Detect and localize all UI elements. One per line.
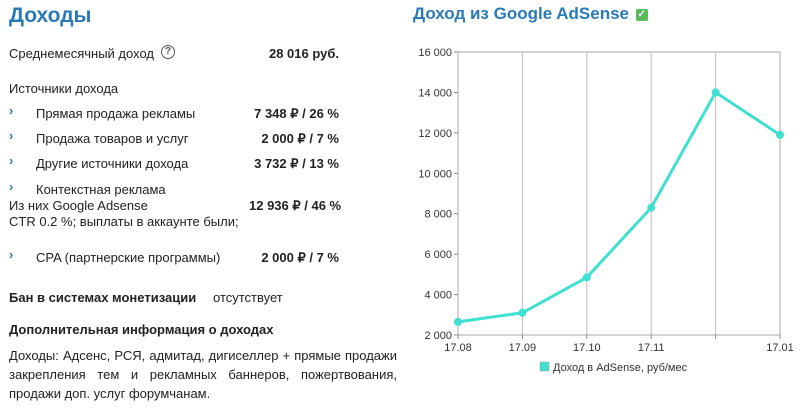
- chevron-right-icon: ›: [9, 103, 14, 118]
- source-label: Продажа товаров и услуг: [36, 131, 189, 146]
- data-point: [454, 317, 462, 326]
- data-point: [647, 203, 656, 212]
- source-value: 7 348 ₽ / 26 %: [254, 106, 339, 121]
- data-point: [711, 88, 720, 97]
- source-value: 2 000 ₽ / 7 %: [261, 250, 339, 265]
- data-point: [776, 130, 784, 139]
- y-tick-label: 4 000: [424, 290, 452, 302]
- data-point: [582, 273, 591, 282]
- y-tick-label: 14 000: [418, 87, 452, 99]
- x-tick-label: 17.10: [573, 342, 601, 354]
- chevron-right-icon: ›: [9, 179, 14, 194]
- question-circle-icon[interactable]: ?: [161, 45, 175, 59]
- y-tick-label: 2 000: [424, 330, 452, 342]
- extra-info-text: Доходы: Адсенс, РСЯ, адмитад, дигиселлер…: [9, 348, 397, 401]
- y-tick-label: 6 000: [424, 249, 452, 261]
- source-label: Контекстная реклама: [36, 182, 166, 197]
- ctr-line: CTR 0.2 %; выплаты в аккаунте были;: [9, 214, 239, 229]
- income-title: Доходы: [9, 4, 92, 27]
- data-point: [518, 308, 527, 317]
- source-label: Прямая продажа рекламы: [36, 106, 196, 121]
- x-tick-label: 17.11: [638, 342, 665, 354]
- ban-label: Бан в системах монетизации: [9, 290, 197, 305]
- x-tick-label: 17.01: [766, 342, 794, 354]
- income-panel: Доходы Среднемесячный доход ? 28 016 руб…: [9, 4, 397, 401]
- source-label: Другие источники дохода: [36, 156, 189, 171]
- series-line: [457, 90, 781, 324]
- check-square-icon: ✓: [635, 8, 648, 21]
- ban-value: отсутствует: [213, 290, 283, 305]
- sources-title: Источники дохода: [9, 81, 119, 96]
- extra-info-title: Дополнительная информация о доходах: [9, 322, 274, 337]
- adsense-line: Из них Google Adsense: [9, 198, 148, 213]
- chevron-right-icon: ›: [9, 128, 14, 143]
- y-tick-label: 10 000: [418, 168, 452, 180]
- adsense-panel: Доход из Google AdSense ✓ 2 000 4 000 6 00…: [400, 0, 800, 408]
- legend-swatch: [539, 361, 550, 372]
- avg-income-value: 28 016 руб.: [268, 46, 339, 61]
- legend-label: Доход в AdSense, руб/мес: [553, 362, 688, 374]
- avg-income-label: Среднемесячный доход: [9, 46, 154, 61]
- chart-title: Доход из Google AdSense ✓: [413, 4, 648, 23]
- y-tick-label: 12 000: [418, 128, 452, 140]
- plot-area: [457, 51, 781, 336]
- source-label: CPA (партнерские программы): [36, 250, 221, 265]
- adsense-chart: 2 000 4 000 6 000 8 000 10 000 12 000 14 000 16…: [418, 47, 794, 374]
- x-tick-label: 17.08: [444, 342, 472, 354]
- adsense-value: 12 936 ₽ / 46 %: [249, 198, 342, 213]
- chevron-right-icon: ›: [9, 247, 14, 262]
- y-tick-label: 16 000: [418, 47, 452, 59]
- source-value: 2 000 ₽ / 7 %: [261, 131, 339, 146]
- source-value: 3 732 ₽ / 13 %: [254, 156, 339, 171]
- y-tick-label: 8 000: [424, 209, 452, 221]
- chevron-right-icon: ›: [9, 153, 14, 168]
- x-tick-label: 17.09: [509, 342, 537, 354]
